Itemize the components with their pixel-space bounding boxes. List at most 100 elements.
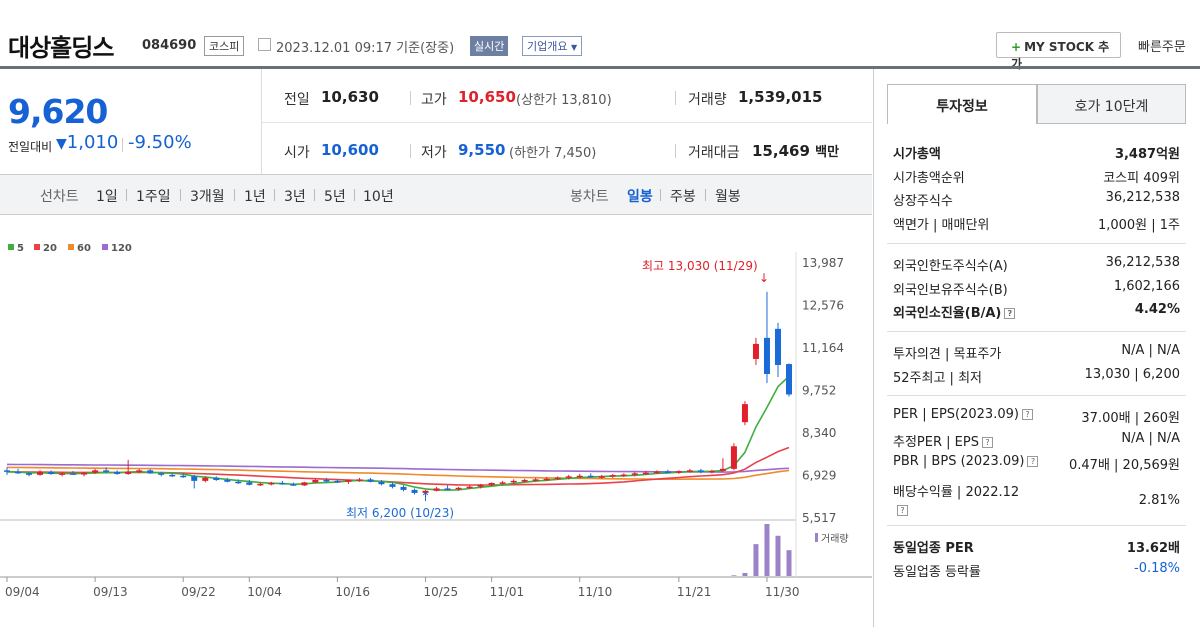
legend-label: 120 xyxy=(111,243,132,254)
investment-info-panel xyxy=(873,69,1200,627)
candle-body xyxy=(334,480,341,483)
high-label: 고가 xyxy=(421,92,447,108)
candle-body xyxy=(598,476,605,478)
period-3y[interactable]: 3년 xyxy=(284,189,306,205)
period-1w[interactable]: 1주일 xyxy=(136,189,171,205)
candle-body xyxy=(466,486,473,489)
calendar-icon xyxy=(258,38,271,51)
volume-value: 1,539,015 xyxy=(738,88,823,106)
add-my-stock-label: MY STOCK 추가 xyxy=(1011,40,1110,71)
header-divider xyxy=(0,66,1200,69)
quick-order-link[interactable]: 빠른주문 xyxy=(1138,40,1186,55)
price-chart[interactable]: 5 20 60 120 13,987 12,576 11,164 9,752 8,340 6,9… xyxy=(0,216,872,627)
info-label: 외국인한도주식수(A) xyxy=(893,255,1008,274)
help-icon[interactable]: ? xyxy=(981,436,993,448)
down-arrow-icon: ▼ xyxy=(56,136,67,152)
candle-body xyxy=(246,482,253,485)
candle-monthly[interactable]: 월봉 xyxy=(715,189,741,205)
period-1d[interactable]: 1일 xyxy=(96,189,118,205)
candle-chart-label: 봉차트 xyxy=(570,189,609,205)
x-tick-label: 09/04 xyxy=(5,585,40,599)
divider xyxy=(705,189,706,201)
help-icon[interactable]: ? xyxy=(897,504,908,516)
candle-body xyxy=(114,471,121,474)
period-3m[interactable]: 3개월 xyxy=(190,189,225,205)
candle-body xyxy=(510,480,517,483)
candle-body xyxy=(631,473,638,475)
down-arrow-icon: ↓ xyxy=(759,271,769,285)
candle-body xyxy=(180,475,187,478)
candle-body xyxy=(422,490,429,493)
candle-body xyxy=(400,486,407,490)
info-value: N/A | N/A xyxy=(1121,343,1180,358)
candle-body xyxy=(708,470,715,473)
company-overview-label: 기업개요 xyxy=(527,40,568,53)
candle-body xyxy=(202,477,209,481)
candle-body xyxy=(48,471,55,474)
candle-body xyxy=(169,474,176,477)
volume-bar xyxy=(775,535,781,576)
candle-body xyxy=(158,473,165,475)
add-my-stock-button[interactable]: + MY STOCK 추가 xyxy=(996,32,1121,71)
divider xyxy=(675,144,676,158)
info-label-text: 외국인소진율(B/A) xyxy=(893,306,1002,321)
info-label: 추정PER | EPS? xyxy=(893,431,993,450)
candle-daily[interactable]: 일봉 xyxy=(627,189,653,205)
company-overview-button[interactable]: 기업개요 ▼ xyxy=(522,36,583,56)
change-value: ▼1,010 xyxy=(56,132,118,153)
help-icon[interactable]: ? xyxy=(1027,456,1039,467)
help-icon[interactable]: ? xyxy=(1004,308,1016,319)
section-divider xyxy=(887,395,1186,396)
legend-swatch xyxy=(8,244,14,250)
candle-body xyxy=(774,328,781,365)
candle-weekly[interactable]: 주봉 xyxy=(670,189,696,205)
info-label-text: 액면가 | 매매단위 xyxy=(893,217,990,233)
candle-body xyxy=(389,484,396,487)
info-value: -0.18% xyxy=(1134,560,1180,576)
upper-limit: (상한가 13,810) xyxy=(516,93,612,108)
candle-body xyxy=(741,404,748,423)
candle-body xyxy=(81,472,88,475)
info-label-text: 시가총액 xyxy=(893,147,941,162)
help-icon[interactable]: ? xyxy=(1021,409,1033,420)
candle-body xyxy=(576,475,583,478)
low-label: 저가 xyxy=(421,145,447,161)
candle-body xyxy=(191,476,198,481)
candle-body xyxy=(554,477,561,480)
divider xyxy=(410,144,411,158)
row-divider xyxy=(262,122,872,123)
x-tick-label: 10/16 xyxy=(335,585,370,599)
x-tick-label: 10/25 xyxy=(424,585,459,599)
divider xyxy=(675,91,676,105)
info-value: 36,212,538 xyxy=(1105,190,1180,205)
legend-swatch xyxy=(34,244,40,250)
section-divider xyxy=(887,525,1186,526)
low-annotation: 최저 6,200 (10/23) xyxy=(346,506,454,520)
tab-order-book[interactable]: 호가 10단계 xyxy=(1037,84,1186,124)
info-label: 투자의견 | 목표주가 xyxy=(893,343,1001,362)
candle-body xyxy=(268,482,275,485)
x-tick-label: 11/01 xyxy=(490,585,525,599)
high-annotation: 최고 13,030 (11/29) xyxy=(642,259,758,273)
period-10y[interactable]: 10년 xyxy=(363,189,394,205)
info-value: 36,212,538 xyxy=(1105,255,1180,270)
market-badge: 코스피 xyxy=(204,36,245,56)
info-label: PBR | BPS (2023.09)? xyxy=(893,454,1039,469)
realtime-badge[interactable]: 실시간 xyxy=(470,36,509,56)
candle-body xyxy=(730,446,737,469)
candle-body xyxy=(521,479,528,482)
y-tick-label: 12,576 xyxy=(802,298,844,312)
divider xyxy=(314,189,315,201)
divider xyxy=(354,189,355,201)
tab-investment-info[interactable]: 투자정보 xyxy=(887,84,1037,124)
period-5y[interactable]: 5년 xyxy=(324,189,346,205)
info-label-text: 동일업종 등락률 xyxy=(893,564,981,580)
dropdown-icon: ▼ xyxy=(570,43,578,52)
candle-body xyxy=(499,482,506,484)
open-label: 시가 xyxy=(284,145,310,161)
info-label: 시가총액순위 xyxy=(893,167,965,186)
change-percent: -9.50% xyxy=(128,132,192,153)
candle-body xyxy=(356,479,363,481)
info-label-text: 투자의견 | 목표주가 xyxy=(893,347,1002,362)
period-1y[interactable]: 1년 xyxy=(244,189,266,205)
